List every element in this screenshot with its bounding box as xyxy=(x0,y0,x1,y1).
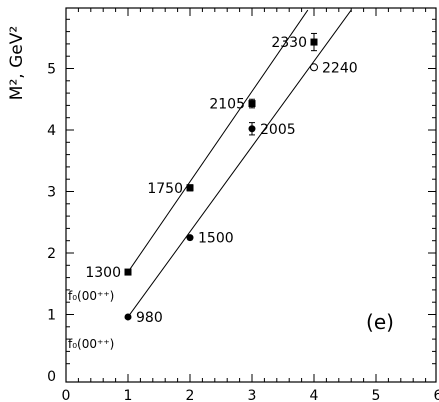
data-point xyxy=(186,234,194,242)
state-label: f₀(00⁺⁺) xyxy=(68,337,114,351)
data-points xyxy=(124,32,318,321)
x-tick-label: 2 xyxy=(186,388,195,402)
data-point xyxy=(310,63,318,72)
x-tick-label: 5 xyxy=(372,388,381,402)
data-point xyxy=(186,184,194,192)
data-point xyxy=(124,313,132,321)
data-point xyxy=(124,268,132,276)
x-tick-label: 6 xyxy=(434,388,439,402)
y-tick-label: 4 xyxy=(47,123,56,139)
y-tick-label: 1 xyxy=(47,308,56,324)
y-tick-label: 5 xyxy=(47,62,56,78)
axes: 0 1 2 3 4 5 6 0 1 2 3 4 5 f₀(00⁺⁺) f₀(00⁺⁺) xyxy=(47,7,439,402)
state-label: f₀(00⁺⁺) xyxy=(68,289,114,303)
trajectory-line xyxy=(127,9,352,318)
point-label: 2330 xyxy=(271,35,307,51)
point-label: 2240 xyxy=(322,60,358,76)
data-point xyxy=(248,125,256,133)
trajectory-line xyxy=(127,9,309,273)
x-tick-label: 1 xyxy=(124,388,133,402)
x-tick-label: 3 xyxy=(248,388,257,402)
trajectory-lines xyxy=(127,9,352,318)
y-tick-label: 3 xyxy=(47,185,56,201)
point-label: 1750 xyxy=(147,181,183,197)
point-labels: 1300 1750 2105 2330 980 1500 2005 2240 xyxy=(85,35,357,326)
data-point xyxy=(310,38,318,46)
x-tick-label: 4 xyxy=(310,388,319,402)
point-label: 2105 xyxy=(209,97,245,113)
y-axis-label: M², GeV² xyxy=(7,26,27,100)
x-tick-label: 0 xyxy=(62,388,71,402)
panel-label: (e) xyxy=(366,310,394,334)
point-label: 2005 xyxy=(260,122,296,138)
y-tick-label: 0 xyxy=(47,369,56,385)
data-point xyxy=(248,100,256,108)
y-tick-label: 2 xyxy=(47,246,56,262)
plot-frame xyxy=(65,7,437,383)
point-label: 1500 xyxy=(198,231,234,247)
point-label: 980 xyxy=(136,310,163,326)
point-label: 1300 xyxy=(85,265,121,281)
